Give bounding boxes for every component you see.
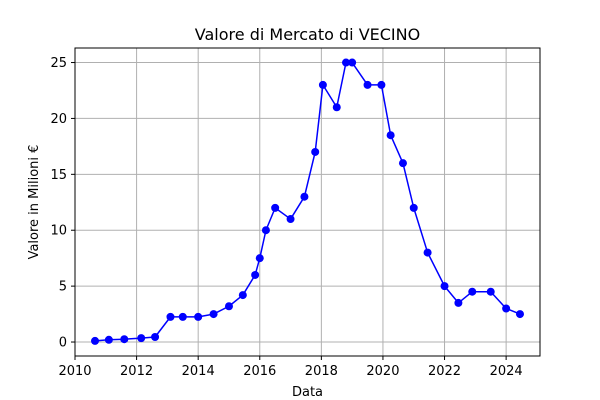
data-point: [300, 192, 309, 201]
chart-title: Valore di Mercato di VECINO: [195, 25, 420, 44]
data-point: [251, 270, 260, 279]
data-point: [261, 226, 270, 235]
data-point: [332, 103, 341, 112]
data-point: [104, 335, 113, 344]
x-tick-label: 2014: [182, 364, 215, 379]
data-point: [224, 302, 233, 311]
data-point: [341, 58, 350, 67]
x-tick-label: 2010: [58, 364, 91, 379]
data-point: [194, 312, 203, 321]
x-tick-label: 2020: [366, 364, 399, 379]
y-tick-label: 15: [50, 168, 67, 183]
data-point: [255, 254, 264, 263]
x-tick-label: 2024: [490, 364, 523, 379]
data-point: [120, 335, 129, 344]
data-point: [166, 312, 175, 321]
x-tick-label: 2012: [120, 364, 153, 379]
data-point: [440, 282, 449, 291]
grid: [74, 48, 540, 356]
data-point: [91, 336, 100, 345]
x-tick-label: 2022: [428, 364, 461, 379]
data-point: [515, 310, 524, 319]
data-point: [348, 58, 357, 67]
plot-frame: [74, 47, 541, 357]
series-line: [94, 61, 521, 342]
y-tick-label: 20: [50, 112, 67, 127]
y-axis-ticks: 0 5 10 15 20 25: [50, 56, 75, 351]
data-point: [363, 80, 372, 89]
data-point: [423, 248, 432, 257]
data-point: [318, 80, 327, 89]
y-tick-label: 5: [59, 280, 67, 295]
x-tick-label: 2016: [243, 364, 276, 379]
data-points: [91, 58, 524, 345]
data-point: [209, 310, 218, 319]
data-point: [502, 304, 511, 313]
data-point: [377, 80, 386, 89]
y-tick-label: 0: [59, 336, 67, 351]
data-point: [271, 203, 280, 212]
data-point: [398, 159, 407, 168]
data-point: [454, 298, 463, 307]
y-tick-label: 25: [50, 56, 67, 71]
y-axis-label: Valore in Milioni €: [27, 145, 42, 260]
data-point: [238, 291, 247, 300]
data-point: [468, 287, 477, 296]
x-tick-label: 2018: [305, 364, 338, 379]
series-line-layer: [94, 61, 521, 342]
x-axis-ticks: 2010 2012 2014 2016 2018 2020 2022 2024: [58, 356, 523, 379]
data-point: [386, 131, 395, 140]
data-point: [486, 287, 495, 296]
x-axis-label: Data: [292, 385, 323, 400]
data-point: [137, 334, 146, 343]
data-point: [311, 147, 320, 156]
y-tick-label: 10: [50, 224, 67, 239]
data-point: [178, 312, 187, 321]
data-point: [286, 215, 295, 224]
data-point: [151, 332, 160, 341]
data-point: [409, 203, 418, 212]
